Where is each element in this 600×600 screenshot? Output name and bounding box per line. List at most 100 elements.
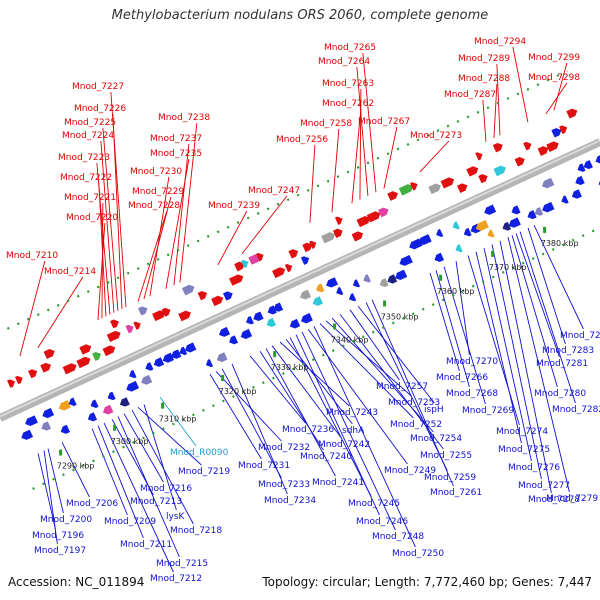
forward-leader-line [241, 195, 288, 255]
reverse-leader-line [467, 255, 520, 426]
scale-tick-label: 7320 kbp [219, 387, 257, 396]
forward-leader-line [482, 99, 487, 142]
reverse-gene-label: Mnod_7246 [356, 517, 408, 527]
reverse-gene-label: ispH [424, 405, 444, 415]
reverse-leader-line [319, 323, 414, 419]
gene-arrow [153, 357, 165, 367]
forward-gene-label: Mnod_7298 [528, 73, 580, 83]
gene-arrow [68, 397, 77, 406]
gene-arrow [218, 326, 231, 337]
gene-arrow [76, 356, 91, 369]
reverse-leader-line [515, 233, 560, 358]
gene-arrow [405, 254, 413, 264]
forward-leader-line [331, 128, 340, 213]
gene-arrow [418, 234, 432, 246]
gene-arrow [561, 195, 569, 204]
gene-arrow [256, 252, 264, 262]
forward-gene-label: Mnod_7230 [130, 167, 182, 177]
reverse-leader-line [97, 425, 144, 539]
forward-leader-line [553, 62, 568, 111]
gene-arrow [58, 400, 71, 411]
forward-gene-label: Mnod_7228 [128, 201, 180, 211]
gene-arrow [205, 358, 214, 368]
reverse-gene-label: Mnod_7206 [66, 499, 118, 509]
forward-gene-label: Mnod_7210 [6, 251, 58, 261]
gene-arrow [102, 404, 114, 415]
forward-leader-line [101, 202, 104, 319]
reverse-gene-label: Mnod_7215 [156, 559, 208, 569]
scale-tick-label: 7350 kbp [381, 313, 419, 322]
gene-arrow [542, 201, 555, 213]
forward-gene-label: Mnod_7288 [458, 74, 510, 84]
gene-arrow [107, 391, 116, 401]
forward-gene-label: Mnod_7267 [358, 117, 410, 127]
reverse-leader-line [265, 348, 336, 477]
reverse-gene-label: Mnod_7279 [546, 494, 598, 504]
scale-tick-label: 7380 kbp [541, 239, 579, 248]
gene-arrow [129, 369, 137, 379]
reverse-leader-line [103, 422, 174, 573]
reverse-leader-line [91, 428, 128, 516]
reverse-leader-line [301, 331, 396, 531]
reverse-gene-label: Mnod_7233 [258, 480, 310, 490]
gene-arrow [110, 319, 119, 329]
forward-gene-label: Mnod_7227 [72, 82, 124, 92]
gene-arrow [229, 274, 244, 286]
reverse-leader-line [511, 235, 558, 388]
forward-gene-label: Mnod_7287 [444, 90, 496, 100]
forward-leader-line [309, 144, 316, 223]
gene-arrow [583, 159, 593, 170]
topology-summary: Topology: circular; Length: 7,772,460 bp… [262, 575, 592, 589]
gene-arrow [253, 311, 264, 322]
reverse-gene-label: Mnod_7281 [536, 359, 588, 369]
reverse-gene-label: Mnod_7252 [390, 420, 442, 430]
reverse-leader-line [143, 404, 177, 511]
reverse-leader-line [137, 406, 202, 466]
reverse-gene-label: Mnod_7240 [300, 452, 352, 462]
gene-arrow [62, 363, 77, 375]
reverse-leader-line [429, 272, 460, 372]
forward-gene-label: Mnod_7238 [158, 113, 210, 123]
gene-arrow [379, 278, 389, 288]
accession-text: Accession: NC_011894 [8, 575, 145, 589]
forward-gene-label: Mnod_7263 [322, 79, 374, 89]
reverse-gene-label: Mnod_7216 [140, 484, 192, 494]
reverse-gene-label: Mnod_7213 [130, 497, 182, 507]
reverse-gene-label: Mnod_7243 [326, 408, 378, 418]
reverse-leader-line [285, 338, 353, 425]
gene-arrow [527, 210, 537, 220]
reverse-leader-line [331, 317, 434, 433]
reverse-gene-label: Mnod_7234 [264, 496, 316, 506]
gene-arrow [21, 429, 34, 440]
gene-arrow [179, 346, 188, 356]
reverse-gene-label: Mnod_7232 [258, 443, 310, 453]
gene-arrow [137, 306, 148, 316]
gene-arrow [436, 228, 444, 237]
gene-arrow [312, 296, 323, 306]
reverse-gene-label: Mnod_7249 [384, 466, 436, 476]
gene-arrow [378, 207, 389, 218]
forward-gene-label: Mnod_7273 [410, 131, 462, 141]
reverse-gene-label: Mnod_7231 [238, 461, 290, 471]
reverse-gene-label: Mnod_7266 [436, 373, 488, 383]
gene-arrow [577, 163, 586, 172]
reverse-leader-line [61, 442, 90, 498]
reverse-gene-label: Mnod_7253 [388, 398, 440, 408]
gene-arrow [478, 174, 488, 184]
gene-arrow [575, 175, 585, 186]
gene-arrow [541, 177, 555, 189]
gene-arrow [240, 328, 253, 339]
gene-arrow [181, 284, 195, 296]
gene-arrow [141, 374, 153, 385]
reverse-gene-label: Mnod_7275 [498, 445, 550, 455]
gene-arrow [409, 238, 423, 250]
gene-features [7, 108, 600, 440]
forward-gene-label: Mnod_7247 [248, 186, 300, 196]
gene-arrow [7, 379, 16, 388]
gene-arrow [28, 369, 38, 379]
gene-arrow [534, 207, 544, 216]
reverse-leader-line [499, 240, 552, 494]
reverse-gene-label: Mnod_7248 [372, 532, 424, 542]
gene-arrow [133, 321, 141, 330]
